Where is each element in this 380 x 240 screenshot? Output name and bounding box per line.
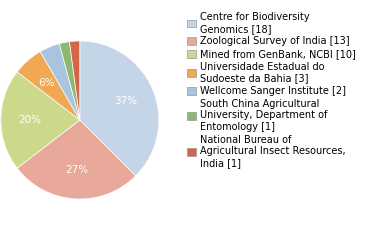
Wedge shape [70, 41, 80, 120]
Wedge shape [17, 120, 136, 199]
Wedge shape [40, 44, 80, 120]
Text: 20%: 20% [19, 115, 41, 125]
Legend: Centre for Biodiversity
Genomics [18], Zoological Survey of India [13], Mined fr: Centre for Biodiversity Genomics [18], Z… [187, 12, 356, 168]
Wedge shape [59, 42, 80, 120]
Text: 37%: 37% [114, 96, 137, 106]
Wedge shape [80, 41, 159, 176]
Text: 6%: 6% [39, 78, 55, 88]
Wedge shape [1, 72, 80, 168]
Text: 27%: 27% [65, 165, 88, 175]
Wedge shape [17, 52, 80, 120]
